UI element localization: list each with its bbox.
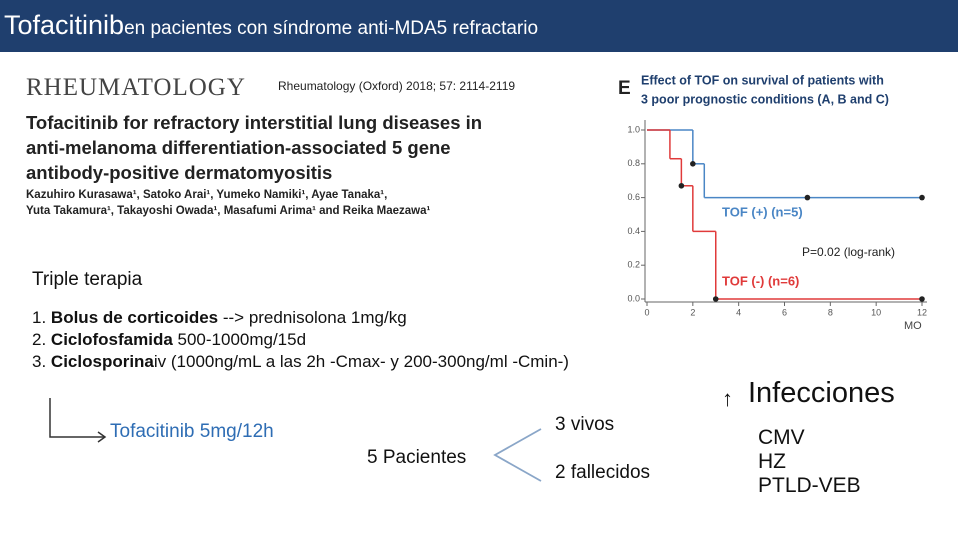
l-arrow [49,398,104,438]
title-line: antibody-positive dermatomyositis [26,162,333,183]
x-tick-label: 8 [828,307,833,317]
title-main: Tofacitinib [4,10,125,40]
annotation: P=0.02 (log-rank) [802,245,895,259]
y-tick-label: 1.0 [627,124,640,134]
chart-title: Effect of TOF on survival of patients wi… [641,73,884,87]
infection: PTLD-VEB [758,474,861,497]
censor-mark [919,194,925,201]
title-line: anti-melanoma differentiation-associated… [26,137,451,158]
censor-mark [678,182,685,189]
drug: Ciclofosfamida [50,330,173,349]
x-axis-label: MO [904,320,922,332]
x-tick-label: 10 [871,307,881,317]
dead-label: 2 fallecidos [555,462,651,483]
dose: iv (1000ng/mL a las 2h -Cmax- y 200-300n… [153,352,569,371]
y-tick-label: 0.0 [627,293,640,303]
legend-label: TOF (+) (n=5) [722,204,803,219]
alive-label: 3 vivos [555,414,615,435]
slide-title: Tofacitiniben pacientes con síndrome ant… [4,10,538,41]
y-tick-label: 0.2 [627,260,640,270]
author-line: Kazuhiro Kurasawa¹, Satoko Arai¹, Yumeko… [26,189,388,201]
patients-label: 5 Pacientes [367,447,467,468]
num: 2. [32,330,47,349]
x-tick-label: 0 [644,307,649,317]
title-line: Tofacitinib for refractory interstitial … [26,112,483,133]
therapy-heading: Triple terapia [32,269,143,290]
branch [493,428,542,482]
y-tick-label: 0.8 [627,158,640,168]
dose: --> prednisolona 1mg/kg [218,308,407,327]
drug: Bolus de corticoides [50,308,219,327]
authors: Kazuhiro Kurasawa¹, Satoko Arai¹, Yumeko… [26,187,430,219]
author-line: Yuta Takamura¹, Takayoshi Owada¹, Masafu… [26,205,431,217]
drug-label: Tofacitinib 5mg/12h [110,421,274,442]
x-tick-label: 2 [690,307,695,317]
header-band [0,0,958,52]
title-rest: en pacientes con síndrome anti-MDA5 refr… [124,18,539,39]
arrowhead [97,431,107,443]
article-title: Tofacitinib for refractory interstitial … [26,110,482,185]
therapy-list: 1. Bolus de corticoides --> prednisolona… [32,307,569,373]
legend-label: TOF (-) (n=6) [722,273,799,288]
censor-mark [804,194,811,201]
infection: CMV [758,426,805,449]
infections-title: Infecciones [748,377,895,409]
drug: Ciclosporina [50,352,154,371]
x-tick-label: 6 [782,307,787,317]
therapy-item: 2. Ciclofosfamida 500-1000mg/15d [32,329,569,351]
censor-mark [690,161,696,167]
up-arrow: ↑ [722,386,733,411]
decor [49,398,542,482]
dose: 500-1000mg/15d [172,330,307,349]
chart-title: 3 poor prognostic conditions (A, B and C… [641,92,889,106]
citation: Rheumatology (Oxford) 2018; 57: 2114-211… [278,79,516,93]
journal-logo: RHEUMATOLOGY [26,74,246,101]
therapy-item: 3. Ciclosporinaiv (1000ng/mL a las 2h -C… [32,351,569,373]
censor-mark [919,296,925,302]
x-tick-label: 12 [917,307,927,317]
y-tick-label: 0.4 [627,226,640,236]
therapy-item: 1. Bolus de corticoides --> prednisolona… [32,307,569,329]
num: 3. [32,352,47,371]
num: 1. [32,308,47,327]
censor-mark [712,296,719,302]
infection-list: CMV HZ PTLD-VEB [758,426,861,498]
x-tick-label: 4 [736,307,741,317]
infection: HZ [758,450,786,473]
panel-letter: E [618,78,631,99]
y-tick-label: 0.6 [627,192,640,202]
